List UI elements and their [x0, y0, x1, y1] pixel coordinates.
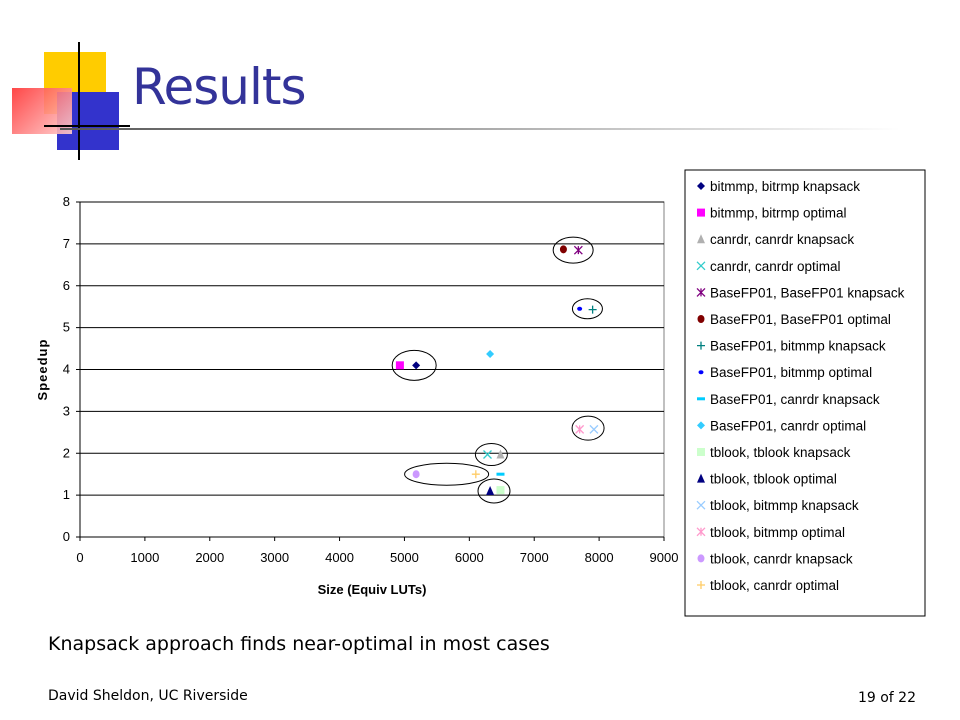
x-tick-label: 0 [76, 550, 83, 565]
y-tick-label: 0 [63, 529, 70, 544]
legend-label: BaseFP01, canrdr optimal [710, 418, 866, 433]
x-tick-label: 3000 [260, 550, 289, 565]
x-tick-label: 1000 [130, 550, 159, 565]
data-point [496, 486, 505, 495]
x-axis-title: Size (Equiv LUTs) [318, 582, 427, 597]
data-point [589, 424, 599, 434]
data-point [573, 245, 583, 255]
legend-label: canrdr, canrdr optimal [710, 259, 841, 274]
legend-label: tblook, canrdr optimal [710, 578, 839, 593]
y-tick-label: 2 [63, 445, 70, 460]
y-tick-label: 4 [63, 362, 70, 377]
legend: bitmmp, bitrmp knapsack bitmmp, bitrmp op… [684, 169, 926, 617]
legend-label: BaseFP01, BaseFP01 knapsack [710, 285, 905, 300]
legend-marker [697, 473, 705, 483]
y-tick-label: 8 [63, 194, 70, 209]
legend-marker [697, 554, 705, 563]
corner-decoration [0, 0, 140, 160]
y-tick-label: 1 [63, 487, 70, 502]
highlight-ellipse [552, 236, 594, 264]
legend-marker [697, 234, 705, 244]
highlight-ellipse [474, 443, 508, 467]
x-tick-label: 8000 [585, 550, 614, 565]
y-tick-label: 3 [63, 403, 70, 418]
data-point [486, 350, 495, 359]
data-point [471, 470, 480, 479]
legend-marker [696, 261, 706, 271]
y-tick-label: 6 [63, 278, 70, 293]
legend-label: BaseFP01, canrdr knapsack [710, 392, 880, 407]
data-point [588, 305, 597, 314]
y-axis-title: Speedup [35, 339, 50, 401]
footer-author: David Sheldon, UC Riverside [48, 688, 248, 704]
legend-marker [697, 397, 705, 401]
legend-label: tblook, tblook optimal [710, 472, 837, 487]
legend-marker [697, 341, 705, 350]
highlight-ellipse [391, 349, 437, 381]
plot-area: 0 1 2 3 4 5 6 7 8 0 1000 2000 3000 4000 5000 6000 7000 80… [35, 194, 678, 597]
slide-caption: Knapsack approach finds near-optimal in … [48, 633, 550, 655]
y-tick-label: 5 [63, 320, 70, 335]
legend-label: bitmmp, bitrmp optimal [710, 206, 847, 221]
horizontal-line [44, 125, 130, 127]
legend-label: BaseFP01, bitmmp optimal [710, 365, 872, 380]
highlight-ellipse [571, 415, 605, 441]
x-tick-label: 5000 [390, 550, 419, 565]
data-point [496, 449, 505, 459]
highlight-ellipse [571, 298, 603, 320]
legend-label: tblook, canrdr knapsack [710, 551, 853, 566]
legend-marker [698, 370, 704, 375]
legend-marker [696, 527, 706, 537]
highlight-ellipse [477, 478, 511, 504]
legend-marker [697, 208, 705, 217]
legend-marker [696, 500, 706, 510]
page-number: 19 of 22 [857, 690, 916, 706]
x-tick-label: 7000 [520, 550, 549, 565]
data-point [575, 424, 585, 434]
highlight-ellipse [404, 462, 490, 486]
legend-marker [697, 448, 705, 456]
data-point [486, 485, 495, 495]
legend-label: canrdr, canrdr knapsack [710, 232, 854, 247]
legend-marker [696, 287, 706, 297]
legend-label: BaseFP01, bitmmp knapsack [710, 339, 886, 354]
legend-marker [697, 315, 705, 323]
x-tick-label: 4000 [325, 550, 354, 565]
legend-marker [697, 581, 705, 589]
data-point [412, 470, 420, 479]
data-point [496, 472, 505, 476]
data-point [577, 306, 583, 311]
x-tick-label: 9000 [650, 550, 679, 565]
legend-marker [697, 421, 705, 430]
y-tick-label: 7 [63, 236, 70, 251]
vertical-line [78, 42, 80, 160]
legend-label: bitmmp, bitrmp knapsack [710, 179, 860, 194]
legend-label: tblook, tblook knapsack [710, 445, 851, 460]
page-title: Results [132, 58, 307, 116]
title-divider [60, 128, 900, 130]
data-point [483, 450, 492, 459]
x-tick-label: 6000 [455, 550, 484, 565]
data-point [412, 361, 421, 370]
legend-marker [697, 182, 705, 190]
data-point [395, 361, 404, 370]
legend-label: BaseFP01, BaseFP01 optimal [710, 312, 891, 327]
data-point [559, 245, 567, 254]
legend-frame [684, 169, 926, 617]
legend-label: tblook, bitmmp knapsack [710, 498, 859, 513]
x-tick-label: 2000 [195, 550, 224, 565]
legend-label: tblook, bitmmp optimal [710, 525, 845, 540]
